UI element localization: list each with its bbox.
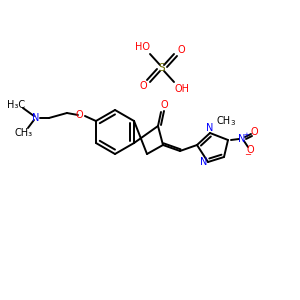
Text: N: N (32, 113, 40, 123)
Text: H₃C: H₃C (7, 100, 25, 110)
Text: −: − (244, 151, 251, 160)
Text: O: O (139, 81, 147, 91)
Text: CH: CH (217, 116, 231, 126)
Text: OH: OH (175, 84, 190, 94)
Text: +: + (243, 132, 249, 138)
Text: CH₃: CH₃ (15, 128, 33, 138)
Text: O: O (160, 100, 168, 110)
Text: O: O (75, 110, 83, 120)
Text: N: N (206, 123, 214, 133)
Text: O: O (250, 127, 258, 137)
Text: O: O (246, 145, 254, 155)
Text: N: N (200, 157, 208, 167)
Text: O: O (177, 45, 185, 55)
Text: HO: HO (134, 42, 149, 52)
Text: S: S (159, 63, 165, 73)
Text: N: N (238, 134, 246, 144)
Text: 3: 3 (231, 120, 235, 126)
